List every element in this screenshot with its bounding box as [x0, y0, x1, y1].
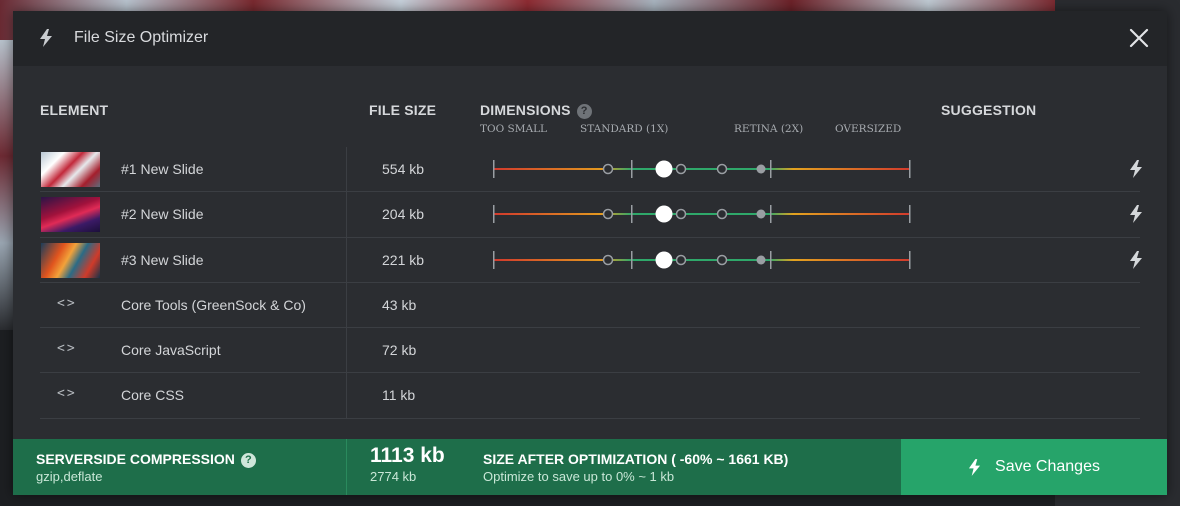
- close-icon[interactable]: [1129, 28, 1149, 48]
- help-icon[interactable]: ?: [576, 104, 592, 119]
- save-changes-label: Save Changes: [995, 458, 1100, 475]
- save-changes-button[interactable]: Save Changes: [901, 439, 1167, 495]
- footer-divider: [346, 439, 347, 495]
- table-row[interactable]: #2 New Slide 204 kb: [40, 192, 1143, 238]
- code-icon: <>: [57, 295, 77, 311]
- bolt-icon: [968, 458, 981, 476]
- total-size: 1113 kb: [370, 444, 445, 467]
- help-icon[interactable]: ?: [240, 453, 256, 468]
- slide-thumbnail: [41, 197, 100, 233]
- element-size: 43 kb: [382, 296, 417, 313]
- scale-label-retina: RETINA (2X): [734, 123, 804, 135]
- scale-label-too-small: TOO SMALL: [480, 123, 548, 135]
- dimension-scale-labels: TOO SMALL STANDARD (1X) RETINA (2X) OVER…: [480, 123, 920, 137]
- dimension-slider[interactable]: [492, 156, 914, 182]
- element-size: 554 kb: [382, 161, 425, 177]
- element-name: Core JavaScript: [121, 342, 221, 359]
- code-icon: <>: [57, 386, 77, 402]
- element-name: Core CSS: [121, 387, 185, 404]
- element-list: #1 New Slide 554 kb: [40, 147, 1143, 419]
- column-header-suggestion: SUGGESTION: [941, 102, 1037, 118]
- suggestion-bolt-icon[interactable]: [1129, 160, 1143, 178]
- optimization-footer: SERVERSIDE COMPRESSION? gzip,deflate 111…: [13, 439, 1167, 495]
- compression-title-label: SERVERSIDE COMPRESSION: [36, 451, 235, 467]
- column-divider: [346, 328, 347, 373]
- column-divider: [346, 147, 347, 192]
- column-divider: [346, 282, 347, 328]
- column-header-file-size: FILE SIZE: [369, 102, 437, 118]
- file-size-optimizer-dialog: File Size Optimizer ELEMENT FILE SIZE DI…: [13, 11, 1167, 495]
- column-header-element: ELEMENT: [40, 102, 109, 118]
- element-name: #1 New Slide: [121, 161, 204, 177]
- compression-title: SERVERSIDE COMPRESSION?: [36, 451, 256, 468]
- slide-thumbnail: [41, 152, 100, 187]
- column-divider: [346, 237, 347, 282]
- dimension-slider[interactable]: [492, 247, 914, 273]
- background-artwork-left: [0, 40, 14, 330]
- table-row[interactable]: #3 New Slide 221 kb: [40, 237, 1143, 283]
- slide-thumbnail: [41, 242, 100, 278]
- dimension-slider[interactable]: [492, 201, 914, 227]
- element-size: 72 kb: [382, 342, 417, 359]
- optimization-hint: Optimize to save up to 0% ~ 1 kb: [483, 469, 675, 484]
- table-row[interactable]: <> Core Tools (GreenSock & Co) 43 kb: [40, 282, 1140, 329]
- dialog-header: File Size Optimizer: [13, 11, 1167, 66]
- column-header-dimensions: DIMENSIONS?: [480, 102, 592, 119]
- element-name: Core Tools (GreenSock & Co): [121, 296, 306, 313]
- element-name: #2 New Slide: [121, 206, 204, 223]
- scale-label-oversized: OVERSIZED: [835, 123, 902, 135]
- element-size: 204 kb: [382, 206, 425, 223]
- bolt-icon: [40, 29, 52, 47]
- element-name: #3 New Slide: [121, 251, 204, 268]
- scale-label-standard: STANDARD (1X): [580, 123, 669, 135]
- column-divider: [346, 373, 347, 418]
- compression-value: gzip,deflate: [36, 469, 103, 484]
- table-row[interactable]: #1 New Slide 554 kb: [40, 147, 1143, 193]
- element-size: 11 kb: [382, 387, 416, 404]
- code-icon: <>: [57, 341, 77, 357]
- size-after-optimization: SIZE AFTER OPTIMIZATION ( -60% ~ 1661 KB…: [483, 451, 789, 467]
- original-size: 2774 kb: [370, 469, 417, 484]
- column-header-dimensions-label: DIMENSIONS: [480, 102, 571, 118]
- table-row[interactable]: <> Core JavaScript 72 kb: [40, 328, 1140, 374]
- suggestion-bolt-icon[interactable]: [1129, 250, 1143, 269]
- suggestion-bolt-icon[interactable]: [1129, 205, 1143, 224]
- column-divider: [346, 192, 347, 237]
- element-size: 221 kb: [382, 251, 425, 268]
- table-row[interactable]: <> Core CSS 11 kb: [40, 373, 1140, 419]
- dialog-title: File Size Optimizer: [74, 29, 209, 46]
